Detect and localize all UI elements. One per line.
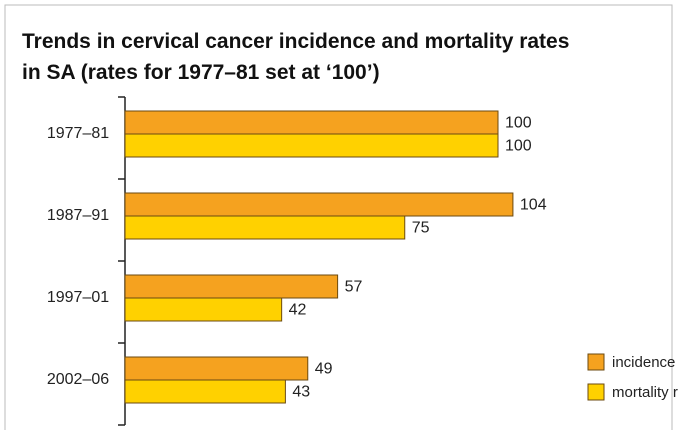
category-label: 1977–81 bbox=[47, 125, 109, 142]
value-label: 57 bbox=[345, 279, 363, 296]
value-label: 49 bbox=[315, 361, 333, 378]
value-label: 43 bbox=[292, 384, 310, 401]
value-label: 104 bbox=[520, 197, 547, 214]
category-label: 1997–01 bbox=[47, 289, 109, 306]
bar bbox=[124, 379, 286, 404]
legend-label: mortality rates bbox=[612, 384, 678, 401]
bar bbox=[124, 356, 309, 381]
chart-title: in SA (rates for 1977–81 set at ‘100’) bbox=[22, 61, 380, 84]
value-label: 100 bbox=[505, 138, 532, 155]
category-label: 2002–06 bbox=[47, 371, 109, 388]
bar bbox=[124, 215, 406, 240]
chart-title: Trends in cervical cancer incidence and … bbox=[22, 30, 569, 53]
value-label: 100 bbox=[505, 115, 532, 132]
bar bbox=[124, 110, 499, 135]
value-label: 42 bbox=[289, 302, 307, 319]
bar bbox=[124, 297, 283, 322]
frame bbox=[4, 4, 673, 430]
legend-swatch bbox=[587, 383, 605, 401]
bar bbox=[124, 133, 499, 158]
legend-label: incidence rates bbox=[612, 354, 678, 371]
bar bbox=[124, 192, 514, 217]
value-label: 75 bbox=[412, 220, 430, 237]
bar bbox=[124, 274, 339, 299]
category-label: 1987–91 bbox=[47, 207, 109, 224]
legend-swatch bbox=[587, 353, 605, 371]
